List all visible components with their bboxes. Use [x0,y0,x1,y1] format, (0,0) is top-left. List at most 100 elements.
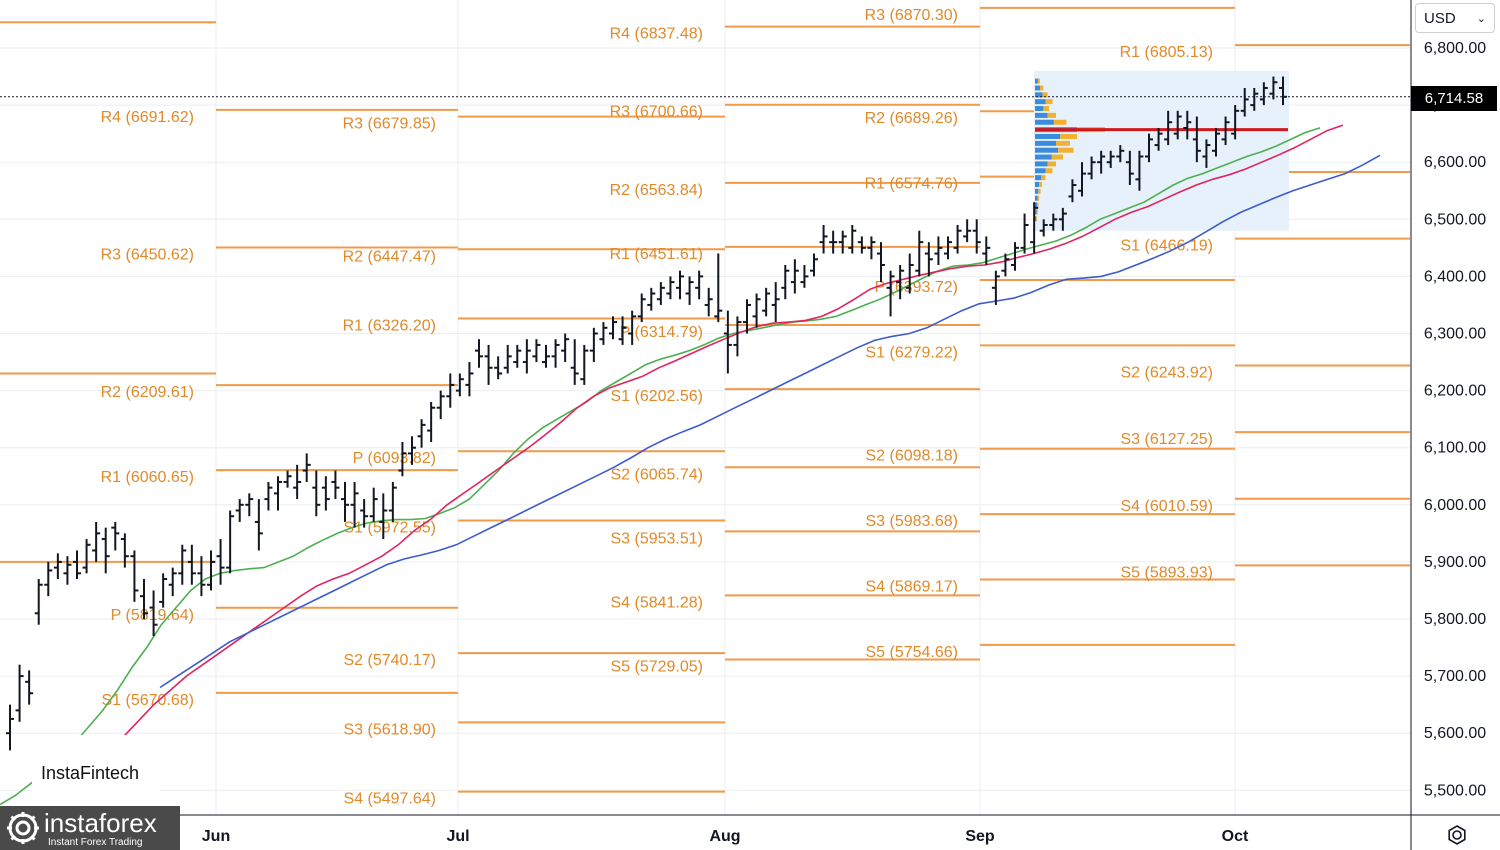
pivot-label: S2 (5740.17) [343,652,436,669]
pivot-label: R3 (6679.85) [343,116,436,133]
price-bars [6,76,1287,751]
price-bar [331,470,340,500]
volume-bar-down [1043,106,1049,112]
pivot-label: S1 (6279.22) [865,344,958,361]
price-bar [274,476,282,511]
price-bar [561,333,570,363]
y-tick-label: 5,500.00 [1424,782,1486,799]
price-bar [465,362,474,397]
volume-bar-down [1042,92,1048,98]
volume-bar-down [1038,188,1041,194]
price-bar [484,344,493,385]
y-tick-label: 6,200.00 [1424,383,1486,400]
price-bar [388,481,397,522]
pivot-label: R2 (6689.26) [865,110,958,127]
pivot-label: S5 (5729.05) [610,659,703,676]
price-bar [1068,179,1077,203]
y-tick-label: 6,300.00 [1424,326,1486,343]
price-bar [417,419,426,448]
pivot-label: S4 (6010.59) [1120,498,1213,515]
brand-logo: instaforex Instant Forex Trading [0,806,180,850]
price-bar [953,225,962,254]
price-bar [178,544,187,585]
x-tick-label: Jul [446,828,469,845]
price-bar [637,293,646,323]
price-bar [819,225,828,254]
price-bar [92,521,101,562]
price-bar [1116,145,1125,163]
price-bar [1192,116,1201,163]
price-bar [1202,139,1211,168]
pivot-label: R3 (6700.66) [610,104,703,121]
price-bar [63,556,72,585]
volume-bar-down [1053,119,1067,125]
price-bar [226,510,235,574]
price-bar [503,344,512,374]
pivot-label: R3 (6450.62) [101,246,194,263]
price-bar [915,230,924,277]
pivot-label: R4 (6837.48) [610,26,703,43]
price-bar [494,356,503,380]
grid [0,0,1410,815]
x-tick-label: Sep [965,828,995,845]
price-bar [53,553,62,580]
price-bar [982,236,991,265]
price-bar [293,464,302,500]
pivot-label: S4 (5497.64) [343,791,436,808]
pivot-label: R2 (6447.47) [343,248,436,265]
volume-bar-down [1051,154,1063,160]
price-bar [991,270,1000,305]
pivot-label: P (5819.64) [111,607,194,624]
price-bar [800,264,809,288]
price-bar [609,316,617,340]
volume-bar-down [1037,202,1039,208]
price-bar [1078,162,1086,197]
price-bar [235,499,244,522]
price-bar [360,499,369,528]
volume-bar-up [1035,92,1043,98]
pivot-label: S4 (5841.28) [610,594,703,611]
pivot-label: S5 (5893.93) [1120,564,1213,581]
volume-bar-up [1035,106,1044,112]
price-bar [1106,150,1115,168]
price-bar [398,441,407,477]
price-bar [513,344,522,368]
price-bar [130,550,139,602]
price-bar [656,282,665,305]
price-bar [1145,133,1153,163]
price-bar [101,527,110,574]
price-bar [781,264,790,300]
price-bar [245,493,254,517]
price-bar [618,316,627,345]
price-bar [790,259,799,294]
price-bar [350,481,359,528]
pivot-label: S1 (5972.55) [343,519,436,536]
volume-bar-down [1047,161,1056,167]
chevron-down-icon: ⌄ [1476,12,1486,25]
pivot-label: S1 (5670.68) [101,692,194,709]
brand-tagline: Instant Forex Trading [48,837,143,848]
volume-bar-up [1035,99,1046,105]
price-bar [455,373,464,397]
volume-bar-up [1035,154,1052,160]
currency-select[interactable]: USD ⌄ [1415,3,1495,33]
volume-bar-up [1035,140,1056,146]
pivot-levels: R4 (6691.62) R3 (6450.62) R2 (6209.61) R1 (… [0,6,1410,808]
volume-bar-up [1035,181,1040,187]
price-bar [312,470,321,517]
logo-gear-icon [7,812,39,844]
price-bar [1011,242,1019,271]
price-bar [848,225,857,254]
volume-bar-up [1035,209,1037,215]
volume-bar-down [1037,78,1040,84]
price-bar [82,539,91,574]
volume-bar-down [1037,195,1040,201]
price-bar [924,242,933,277]
price-bar [1164,110,1173,146]
price-bar [810,253,818,277]
price-bar [369,487,378,522]
pivot-label: R1 (6574.76) [865,176,958,193]
price-bar [676,270,684,300]
settings-icon[interactable] [1445,823,1469,847]
